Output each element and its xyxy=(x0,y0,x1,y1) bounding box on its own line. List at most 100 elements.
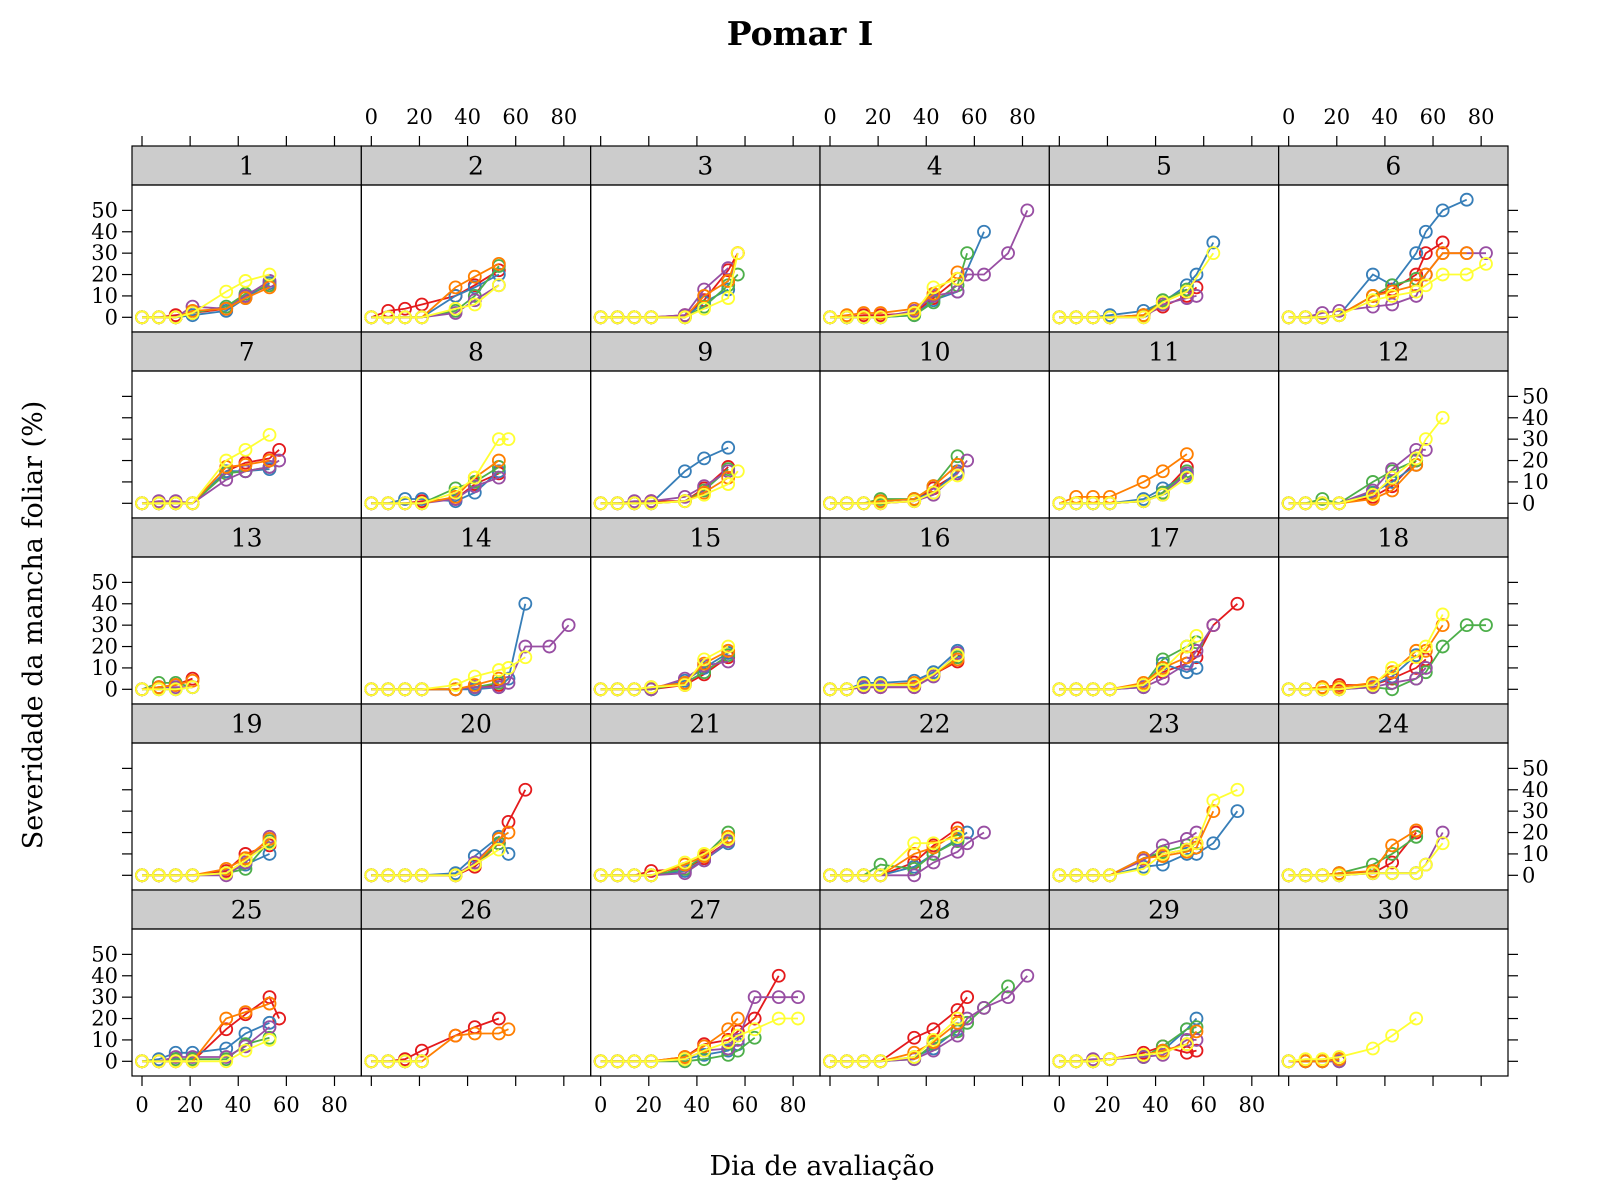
data-point xyxy=(644,868,659,883)
series-line xyxy=(142,273,270,319)
data-point xyxy=(627,310,642,325)
data-point xyxy=(1365,1041,1380,1056)
data-point xyxy=(839,868,854,883)
data-point xyxy=(1315,868,1330,883)
data-point xyxy=(238,291,253,305)
panel-frame xyxy=(1048,370,1280,519)
data-point xyxy=(1086,310,1100,325)
data-point xyxy=(1315,310,1330,325)
data-point xyxy=(1136,1047,1151,1062)
panel-frame xyxy=(360,370,592,519)
series-line xyxy=(830,1017,959,1063)
data-point xyxy=(238,274,253,288)
panel-strip xyxy=(131,517,362,558)
panel-strip-label: 17 xyxy=(1148,524,1180,553)
data-point xyxy=(1179,466,1194,481)
data-point xyxy=(839,496,854,511)
data-point xyxy=(1418,224,1433,239)
data-point xyxy=(219,1011,234,1026)
data-point xyxy=(1435,836,1450,851)
data-point xyxy=(721,639,736,654)
data-point xyxy=(1155,838,1170,853)
data-point xyxy=(677,489,692,504)
x-tick-label: 80 xyxy=(1009,105,1036,129)
data-point xyxy=(185,306,200,320)
data-point xyxy=(262,996,277,1011)
data-point xyxy=(518,782,533,797)
data-point xyxy=(907,1050,922,1064)
data-point xyxy=(1409,267,1424,282)
panel-14: 14 xyxy=(360,517,592,705)
series-line xyxy=(142,686,193,691)
data-point xyxy=(926,667,941,682)
data-point xyxy=(1155,847,1170,861)
data-point xyxy=(1189,1043,1204,1058)
data-point xyxy=(238,1043,253,1058)
data-point xyxy=(697,656,712,671)
panel-strip-label: 6 xyxy=(1385,152,1401,181)
data-point xyxy=(721,832,736,846)
data-point xyxy=(677,678,692,692)
data-point xyxy=(1136,851,1151,866)
data-point xyxy=(593,496,608,511)
data-point xyxy=(771,968,786,983)
data-point xyxy=(1365,492,1380,506)
data-point xyxy=(381,496,396,511)
data-point xyxy=(721,648,736,662)
panel-frame xyxy=(1278,928,1509,1077)
data-point xyxy=(907,1030,922,1045)
data-point xyxy=(873,1054,888,1069)
panel-strip-label: 14 xyxy=(460,524,492,553)
data-point xyxy=(1365,487,1380,502)
panel-strip-label: 1 xyxy=(239,152,255,181)
series-line xyxy=(142,1039,270,1063)
data-point xyxy=(721,440,736,455)
data-point xyxy=(1189,628,1204,643)
panel-28: 28 xyxy=(819,889,1050,1086)
series-line xyxy=(1059,788,1238,877)
data-point xyxy=(398,310,412,325)
x-tick-label: 80 xyxy=(321,1093,348,1117)
data-point xyxy=(1189,267,1204,282)
data-point xyxy=(448,306,463,320)
data-point xyxy=(501,814,516,829)
data-point xyxy=(873,678,888,692)
panel-strip xyxy=(360,703,592,744)
data-point xyxy=(1069,682,1084,697)
panel-frame xyxy=(819,370,1050,519)
data-point xyxy=(721,643,736,658)
panel-16: 16 xyxy=(819,517,1050,705)
data-point xyxy=(1281,682,1296,697)
data-point xyxy=(593,682,608,697)
series-line xyxy=(371,438,509,505)
series-line xyxy=(371,848,500,877)
data-point xyxy=(1179,1037,1194,1052)
data-point xyxy=(1385,462,1400,476)
series-line xyxy=(141,682,193,691)
data-point xyxy=(1298,310,1313,325)
panel-strip xyxy=(1048,145,1280,186)
data-point xyxy=(1136,475,1151,489)
y-tick-label: 10 xyxy=(91,284,118,308)
data-point xyxy=(873,868,888,883)
data-point xyxy=(542,639,557,654)
panel-strip-label: 28 xyxy=(919,896,951,925)
data-point xyxy=(491,432,506,447)
y-tick-label: 40 xyxy=(91,592,118,616)
data-point xyxy=(381,310,396,325)
data-point xyxy=(1385,470,1400,485)
y-tick-label: 0 xyxy=(1522,863,1535,887)
y-tick-label: 20 xyxy=(91,263,118,287)
panel-strip-label: 16 xyxy=(919,524,951,553)
data-point xyxy=(135,496,149,511)
data-point xyxy=(168,496,183,511)
data-point xyxy=(1052,496,1067,511)
data-point xyxy=(1189,1024,1204,1039)
panel-22: 22 xyxy=(819,703,1050,891)
data-point xyxy=(627,496,642,511)
data-point xyxy=(926,280,941,295)
data-point xyxy=(398,1054,412,1069)
data-point xyxy=(1385,1028,1400,1043)
data-point xyxy=(448,1028,463,1043)
